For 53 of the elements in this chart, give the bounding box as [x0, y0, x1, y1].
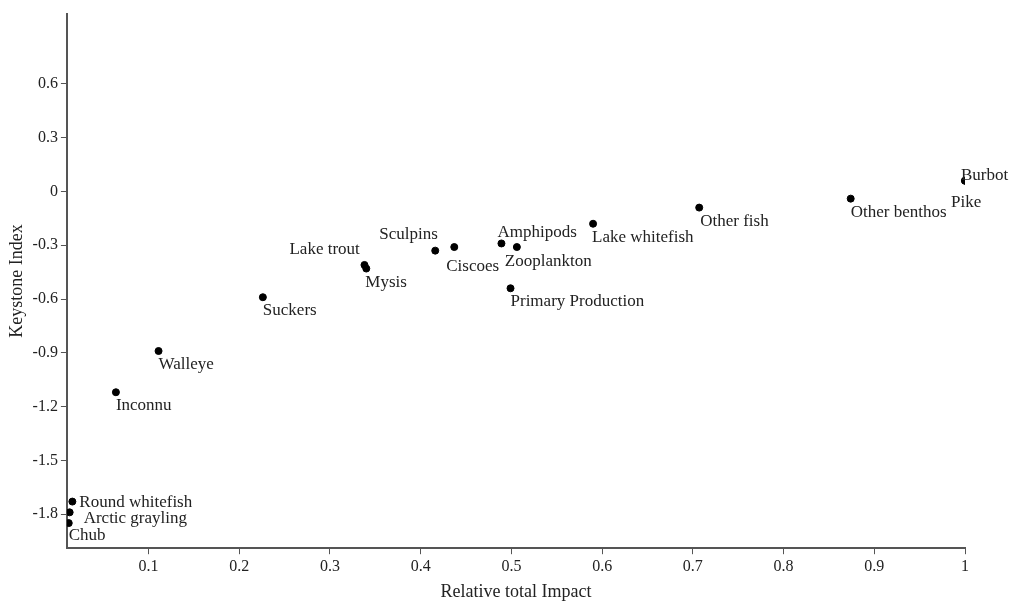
- point: [431, 246, 440, 255]
- data-label: Sculpins: [379, 224, 438, 244]
- x-tick-label: 0.6: [592, 557, 613, 574]
- point: [258, 293, 267, 302]
- data-label: Mysis: [365, 271, 407, 291]
- y-tick-label: -1.2: [32, 396, 58, 414]
- data-label: Zooplankton: [504, 251, 593, 271]
- data-label: Round whitefish: [79, 491, 193, 511]
- data-label: Lake trout: [289, 238, 361, 258]
- x-tick-label: 0.4: [410, 557, 431, 574]
- data-label: Suckers: [262, 300, 317, 320]
- point: [695, 203, 704, 212]
- y-tick-label: -0.9: [32, 343, 58, 361]
- point: [362, 264, 371, 273]
- x-tick-label: 0.9: [864, 557, 885, 574]
- data-label: Burbot: [961, 164, 1009, 184]
- point: [589, 219, 598, 228]
- point: [154, 347, 163, 356]
- data-label: Chub: [68, 525, 106, 545]
- x-tick-label: 0.8: [773, 557, 794, 574]
- y-tick-label: -1.5: [32, 450, 58, 468]
- x-tick-label: 0.7: [682, 557, 703, 574]
- x-tick-label: 0.1: [138, 557, 159, 574]
- x-tick-label: 0.2: [229, 557, 250, 574]
- point: [450, 243, 459, 252]
- x-tick-label: 1: [961, 557, 969, 574]
- point: [512, 243, 521, 252]
- y-tick-label: -0.6: [32, 289, 58, 307]
- data-label: Primary Production: [510, 291, 645, 311]
- point: [66, 519, 73, 528]
- y-tick-label: -0.3: [32, 235, 58, 253]
- data-label: Pike: [951, 191, 982, 211]
- y-tick-label: 0.3: [37, 127, 58, 145]
- point: [68, 497, 77, 506]
- data-label: Amphipods: [497, 222, 577, 242]
- x-tick-label: 0.3: [320, 557, 340, 574]
- point: [111, 388, 120, 397]
- data-label: Arctic grayling: [83, 508, 188, 528]
- y-tick-label: 0.6: [37, 74, 58, 92]
- x-tick-label: 0.5: [501, 557, 522, 574]
- y-axis-title: Keystone Index: [5, 224, 26, 338]
- data-label: Other fish: [700, 210, 770, 230]
- data-label: Ciscoes: [446, 255, 500, 275]
- y-tick-label: -1.8: [32, 504, 58, 522]
- point: [66, 508, 74, 517]
- data-label: Walleye: [158, 353, 214, 373]
- x-axis-title: Relative total Impact: [440, 580, 592, 601]
- data-label: Lake whitefish: [592, 226, 695, 246]
- y-tick-label: 0: [49, 181, 58, 199]
- data-label: Other benthos: [850, 201, 947, 221]
- data-label: Inconnu: [115, 395, 173, 415]
- point: [846, 194, 855, 203]
- point: [506, 284, 515, 293]
